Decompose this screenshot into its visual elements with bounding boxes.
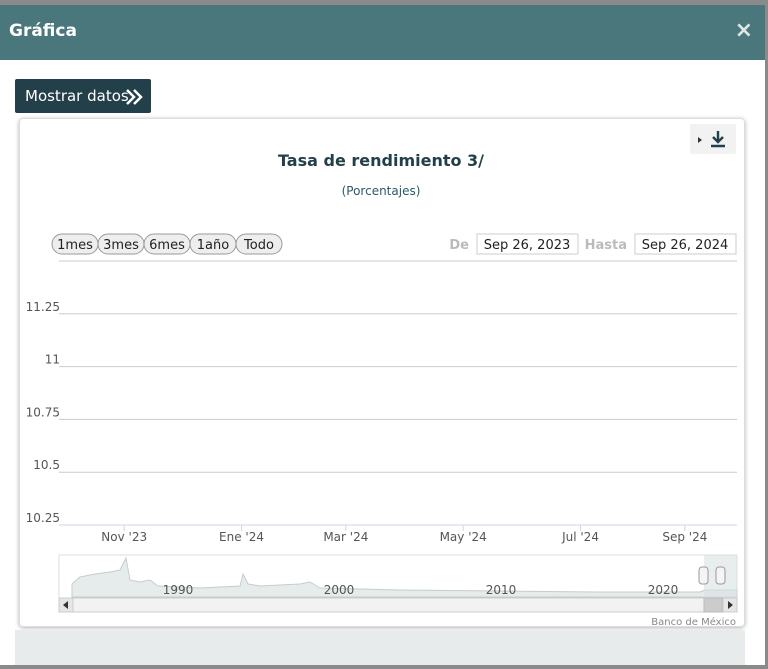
range-button-bg [235, 233, 283, 255]
to-date: Sep 26, 2024 [642, 238, 729, 253]
y-tick-label: 10.5 [33, 458, 60, 472]
navigator: 1990 2000 2010 2020 [58, 554, 738, 613]
x-tick-label: Mar '24 [323, 530, 368, 544]
range-button-label: 6mes [149, 238, 185, 253]
x-tick-label: May '24 [440, 530, 487, 544]
y-tick-label: 11.25 [26, 300, 60, 314]
navigator-label: 2020 [648, 583, 679, 597]
navigator-label: 2010 [486, 583, 517, 597]
range-button-label: 1año [197, 238, 229, 253]
range-button[interactable]: 1mes [51, 233, 99, 255]
export-button[interactable] [690, 124, 736, 154]
chevron-icon [126, 89, 143, 105]
x-tick-label: Nov '23 [101, 530, 147, 544]
chart-title: Tasa de rendimiento 3/ [278, 151, 484, 170]
button-label: Mostrar datos [25, 87, 129, 105]
range-button-label: 1mes [57, 238, 93, 253]
x-tick-label: Ene '24 [219, 530, 264, 544]
modal-header: Gráfica × [0, 5, 765, 60]
range-button[interactable]: 6mes [143, 233, 191, 255]
y-tick-label: 11 [45, 353, 60, 367]
x-tick-label: Jul '24 [561, 530, 599, 544]
range-button[interactable]: 3mes [97, 233, 145, 255]
chart-subtitle: (Porcentajes) [342, 184, 421, 198]
range-button-label: Todo [243, 238, 274, 253]
table-header [15, 630, 745, 665]
chart-box [19, 118, 745, 627]
credits: Banco de México [651, 616, 736, 628]
close-button[interactable]: × [734, 18, 753, 43]
range-button[interactable]: Todo [235, 233, 283, 255]
navigator-label: 1990 [163, 583, 194, 597]
to-label: Hasta [585, 238, 627, 253]
from-input[interactable] [476, 233, 579, 255]
y-tick-label: 10.75 [26, 405, 60, 419]
modal-title: Gráfica [9, 21, 77, 41]
show-data-button[interactable]: Mostrar datos [15, 79, 151, 113]
y-tick-label: 10.25 [26, 511, 60, 525]
from-label: De [449, 238, 469, 253]
range-button-label: 3mes [103, 238, 139, 253]
range-button[interactable]: 1año [189, 233, 237, 255]
from-date: Sep 26, 2023 [484, 238, 571, 253]
navigator-label: 2000 [324, 583, 355, 597]
to-input[interactable] [634, 233, 737, 255]
x-tick-label: Sep '24 [662, 530, 707, 544]
